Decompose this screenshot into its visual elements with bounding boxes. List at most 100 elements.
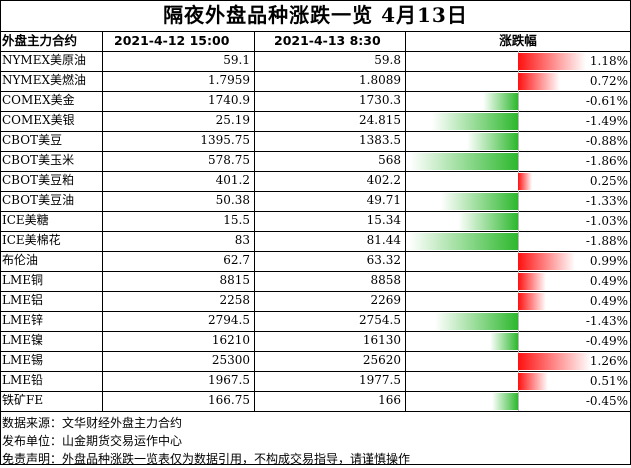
grid-line bbox=[0, 231, 631, 232]
grid-line bbox=[0, 251, 631, 252]
grid-line bbox=[0, 291, 631, 292]
contract-name: LME铅 bbox=[2, 373, 44, 387]
prev-price: 2794.5 bbox=[208, 313, 250, 327]
prev-price: 8815 bbox=[219, 273, 250, 287]
loss-bar bbox=[458, 213, 518, 230]
loss-bar bbox=[467, 133, 518, 150]
change-percent: 0.49% bbox=[589, 274, 628, 288]
header-name: 外盘主力合约 bbox=[2, 33, 78, 48]
grid-line bbox=[0, 411, 631, 412]
contract-name: CBOT美豆 bbox=[2, 133, 63, 147]
prev-price: 578.75 bbox=[208, 153, 250, 167]
contract-name: CBOT美豆油 bbox=[2, 193, 75, 207]
grid-line bbox=[254, 31, 255, 412]
prev-price: 1967.5 bbox=[208, 373, 250, 387]
grid-line bbox=[0, 51, 631, 52]
footer-publisher: 发布单位：山金期货交易运作中心 bbox=[2, 434, 183, 448]
grid-line bbox=[0, 331, 631, 332]
gain-bar bbox=[518, 273, 547, 290]
curr-price: 166 bbox=[378, 393, 401, 407]
prev-price: 1.7959 bbox=[208, 73, 250, 87]
change-percent: 0.25% bbox=[589, 174, 628, 188]
gain-bar bbox=[518, 293, 547, 310]
footer-disclaimer: 免责声明：外盘品种涨跌一览表仅为数据引用，不构成交易指导，请谨慎操作 bbox=[2, 452, 411, 466]
curr-price: 63.32 bbox=[366, 253, 401, 267]
gain-bar bbox=[518, 373, 548, 390]
change-percent: -1.88% bbox=[585, 234, 628, 248]
change-percent: -1.86% bbox=[585, 154, 628, 168]
curr-price: 1977.5 bbox=[359, 373, 401, 387]
loss-bar bbox=[431, 113, 518, 130]
grid-line bbox=[0, 131, 631, 132]
curr-price: 1.8089 bbox=[359, 73, 401, 87]
grid-line bbox=[0, 311, 631, 312]
contract-name: 铁矿FE bbox=[2, 393, 44, 407]
grid-line bbox=[102, 31, 103, 412]
loss-bar bbox=[489, 333, 518, 350]
prev-price: 16210 bbox=[211, 333, 250, 347]
curr-price: 568 bbox=[378, 153, 401, 167]
loss-bar bbox=[410, 153, 518, 170]
bar-axis bbox=[518, 51, 519, 411]
prev-price: 2258 bbox=[219, 293, 250, 307]
contract-name: COMEX美银 bbox=[2, 113, 75, 127]
prev-price: 62.7 bbox=[223, 253, 250, 267]
prev-price: 25.19 bbox=[215, 113, 250, 127]
curr-price: 402.2 bbox=[366, 173, 401, 187]
grid-line bbox=[0, 211, 631, 212]
gain-bar bbox=[518, 353, 591, 370]
change-percent: 1.26% bbox=[589, 354, 628, 368]
contract-name: NYMEX美燃油 bbox=[2, 73, 87, 87]
grid-line bbox=[0, 31, 631, 32]
contract-name: LME锡 bbox=[2, 353, 44, 367]
prev-price: 1740.9 bbox=[208, 93, 250, 107]
header-change: 涨跌幅 bbox=[499, 33, 537, 48]
grid-line bbox=[0, 0, 631, 1]
grid-line bbox=[0, 271, 631, 272]
prev-price: 50.38 bbox=[215, 193, 250, 207]
contract-name: LME铝 bbox=[2, 293, 44, 307]
curr-price: 49.71 bbox=[366, 193, 401, 207]
grid-line bbox=[0, 391, 631, 392]
contract-name: CBOT美豆粕 bbox=[2, 173, 75, 187]
contract-name: 布伦油 bbox=[2, 253, 39, 267]
change-percent: 0.72% bbox=[589, 74, 628, 88]
change-percent: -1.49% bbox=[585, 114, 628, 128]
prev-price: 59.1 bbox=[223, 53, 250, 67]
grid-line bbox=[0, 171, 631, 172]
prev-price: 83 bbox=[234, 233, 250, 247]
curr-price: 15.34 bbox=[366, 213, 401, 227]
curr-price: 1730.3 bbox=[359, 93, 401, 107]
prev-price: 15.5 bbox=[223, 213, 250, 227]
loss-bar bbox=[435, 313, 518, 330]
header-prev: 2021-4-12 15:00 bbox=[114, 33, 230, 48]
change-percent: 1.18% bbox=[589, 54, 628, 68]
table-title: 隔夜外盘品种涨跌一览 4月13日 bbox=[163, 3, 468, 27]
gain-bar bbox=[518, 173, 533, 190]
curr-price: 24.815 bbox=[359, 113, 401, 127]
curr-price: 25620 bbox=[362, 353, 401, 367]
change-percent: 0.51% bbox=[589, 374, 628, 388]
prev-price: 166.75 bbox=[208, 393, 250, 407]
grid-line bbox=[0, 371, 631, 372]
change-percent: -0.88% bbox=[585, 134, 628, 148]
grid-line bbox=[0, 151, 631, 152]
grid-line bbox=[0, 71, 631, 72]
curr-price: 2269 bbox=[370, 293, 401, 307]
contract-name: NYMEX美原油 bbox=[2, 53, 87, 67]
contract-name: CBOT美玉米 bbox=[2, 153, 75, 167]
change-percent: -0.45% bbox=[585, 394, 628, 408]
prev-price: 25300 bbox=[211, 353, 250, 367]
change-percent: -1.03% bbox=[585, 214, 628, 228]
contract-name: COMEX美金 bbox=[2, 93, 75, 107]
change-percent: -1.43% bbox=[585, 314, 628, 328]
prev-price: 1395.75 bbox=[200, 133, 250, 147]
curr-price: 1383.5 bbox=[359, 133, 401, 147]
grid-line bbox=[0, 91, 631, 92]
curr-price: 8858 bbox=[370, 273, 401, 287]
curr-price: 81.44 bbox=[366, 233, 401, 247]
contract-name: ICE美糖 bbox=[2, 213, 49, 227]
contract-name: LME锌 bbox=[2, 313, 44, 327]
loss-bar bbox=[441, 193, 518, 210]
